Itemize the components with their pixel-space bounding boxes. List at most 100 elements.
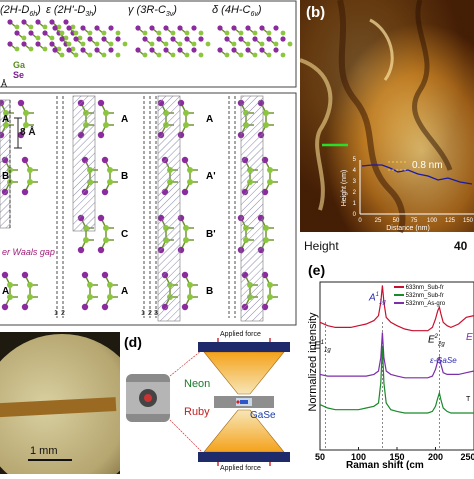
se-atom bbox=[231, 25, 237, 31]
se-atom bbox=[7, 41, 13, 47]
se-atom bbox=[245, 25, 251, 31]
se-atom bbox=[21, 156, 29, 164]
phase-label-delta: δ (4H-C6v) bbox=[212, 4, 262, 19]
raman-series-1 bbox=[319, 345, 474, 414]
ga-atom bbox=[142, 52, 148, 58]
vdw-gap-label: er Waals gap bbox=[2, 247, 55, 257]
ga-atom bbox=[27, 179, 33, 185]
se-atom bbox=[156, 36, 162, 42]
ga-atom bbox=[66, 41, 72, 47]
ga-atom bbox=[103, 237, 109, 243]
se-atom bbox=[280, 36, 286, 42]
raman-xlabel: Raman shift (cm bbox=[346, 460, 424, 471]
ga-atom bbox=[267, 282, 273, 288]
se-atom bbox=[21, 188, 29, 196]
ga-atom bbox=[80, 41, 86, 47]
ga-atom bbox=[27, 282, 33, 288]
gase-label: GaSe bbox=[250, 410, 276, 421]
ga-atom bbox=[108, 41, 114, 47]
se-atom bbox=[273, 25, 279, 31]
ruby-label: Ruby bbox=[184, 406, 210, 418]
se-atom bbox=[191, 47, 197, 53]
gap-hatch-col1 bbox=[0, 99, 11, 229]
se-atom bbox=[163, 47, 169, 53]
se-atom bbox=[87, 36, 93, 42]
se-atom bbox=[163, 25, 169, 31]
panel-a-top-frame bbox=[0, 0, 297, 88]
inset-xtick-0: 0 bbox=[358, 218, 362, 224]
panel-a-structures bbox=[0, 0, 297, 326]
inset-ytick-5: 5 bbox=[353, 157, 357, 163]
se-atom bbox=[101, 156, 109, 164]
ga-atom bbox=[103, 122, 109, 128]
col4-layer-a: A bbox=[206, 114, 214, 125]
ga-atom bbox=[83, 237, 89, 243]
se-atom bbox=[259, 47, 265, 53]
col4-layer-b: B bbox=[206, 286, 214, 297]
ga-atom bbox=[87, 52, 93, 58]
gap-hatch-col4 bbox=[240, 95, 264, 322]
se-atom bbox=[101, 271, 109, 279]
raman-xtick-3: 200 bbox=[428, 452, 443, 462]
ga-atom bbox=[163, 41, 169, 47]
sample-photo bbox=[0, 332, 144, 479]
se-atom bbox=[81, 303, 89, 311]
step-height-label: 0.8 nm bbox=[412, 160, 443, 171]
se-atom bbox=[101, 188, 109, 196]
se-atom bbox=[17, 131, 25, 139]
se-atom bbox=[97, 246, 105, 254]
se-atom bbox=[198, 36, 204, 42]
ga-atom bbox=[187, 282, 193, 288]
raman-tc-label: T bbox=[466, 396, 471, 403]
ga-atom bbox=[115, 52, 121, 58]
se-atom bbox=[52, 47, 58, 53]
col2-mark-2: 2 bbox=[61, 310, 65, 317]
ga-atom bbox=[107, 179, 113, 185]
se-atom bbox=[81, 271, 89, 279]
se-atom bbox=[59, 36, 65, 42]
se-atom bbox=[1, 303, 9, 311]
se-atom bbox=[149, 25, 155, 31]
panel-b: 0 1 2 3 4 5 0 25 50 75 100 125 150 Dista… bbox=[299, 0, 474, 258]
se-atom bbox=[77, 246, 85, 254]
se-atom bbox=[177, 47, 183, 53]
bottom-force-label: Applied force bbox=[220, 465, 261, 472]
se-atom bbox=[224, 36, 230, 42]
ga-atom bbox=[224, 52, 230, 58]
inset-xtick-3: 75 bbox=[411, 218, 418, 224]
inset-ytick-4: 4 bbox=[353, 168, 357, 174]
inset-xtick-4: 100 bbox=[427, 218, 438, 224]
col1-layer-a2: A bbox=[2, 286, 10, 297]
se-atom bbox=[14, 30, 20, 36]
se-atom bbox=[52, 25, 58, 31]
phase-label-beta: (2H-D6h) bbox=[0, 4, 41, 19]
ga-atom bbox=[245, 41, 251, 47]
ga-atom bbox=[14, 24, 20, 30]
panel-b-tag: (b) bbox=[306, 4, 326, 21]
ga-atom bbox=[252, 30, 258, 36]
ga-atom bbox=[224, 30, 230, 36]
raman-series-0 bbox=[319, 285, 474, 332]
se-atom bbox=[135, 47, 141, 53]
ga-atom bbox=[122, 41, 128, 47]
se-atom bbox=[184, 36, 190, 42]
ga-atom bbox=[101, 52, 107, 58]
se-atom bbox=[35, 19, 41, 25]
gase-flake bbox=[0, 397, 117, 418]
se-atom bbox=[94, 47, 100, 53]
inset-xtick-6: 150 bbox=[463, 218, 474, 224]
se-atom bbox=[101, 36, 107, 42]
se-atom bbox=[191, 25, 197, 31]
ga-atom bbox=[23, 110, 29, 116]
se-atom bbox=[261, 156, 269, 164]
panel-d: (d) Applied force Applied force Neon Rub… bbox=[122, 331, 304, 474]
col3-layer-a: A bbox=[121, 114, 129, 125]
layer-spacing-label: 8 Å bbox=[20, 127, 36, 138]
raman-legend: 633nm_Sub-fr 532nm_Sub-fr 532nm_As-gro bbox=[394, 284, 474, 308]
ga-atom bbox=[170, 30, 176, 36]
ga-atom bbox=[280, 30, 286, 36]
ga-atom bbox=[183, 225, 189, 231]
ga-atom bbox=[273, 41, 279, 47]
ga-atom bbox=[115, 30, 121, 36]
ga-atom bbox=[87, 30, 93, 36]
